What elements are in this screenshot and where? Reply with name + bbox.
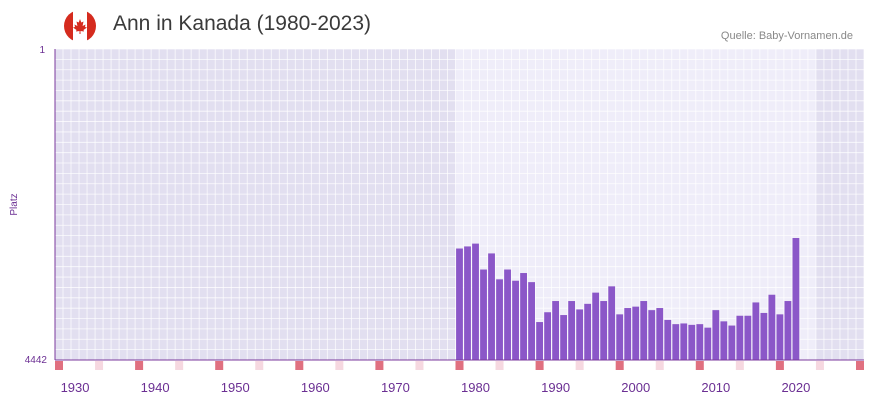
bar: [592, 292, 600, 360]
x-tick-label: 2020: [781, 380, 810, 395]
bar: [496, 279, 503, 360]
half-decade-marker: [655, 361, 664, 370]
bar: [584, 303, 592, 360]
x-tick-label: 1940: [141, 380, 170, 395]
bar: [576, 309, 584, 360]
bar: [672, 324, 680, 360]
bar: [704, 327, 712, 360]
source-credit: Quelle: Baby-Vornamen.de: [720, 30, 853, 42]
x-tick-label: 1970: [381, 380, 410, 395]
bar: [528, 282, 535, 360]
bar: [616, 314, 624, 360]
bar: [504, 269, 511, 360]
bar: [552, 301, 560, 360]
half-decade-marker: [495, 361, 504, 370]
bar: [736, 315, 744, 360]
y-tick-label: 1: [39, 45, 45, 56]
decade-marker: [55, 361, 64, 370]
y-axis-label: Platz: [9, 193, 20, 215]
x-tick-label: 2000: [621, 380, 650, 395]
bar: [744, 315, 752, 360]
half-decade-marker: [255, 361, 264, 370]
bar: [480, 269, 487, 360]
bar: [608, 286, 616, 360]
bar: [712, 310, 720, 360]
decade-marker: [695, 361, 704, 370]
half-decade-marker: [815, 361, 824, 370]
bar: [688, 324, 696, 360]
x-tick-label: 1980: [461, 380, 490, 395]
x-tick-label: 1960: [301, 380, 330, 395]
decade-marker: [375, 361, 384, 370]
decade-marker: [135, 361, 144, 370]
bar: [640, 301, 648, 360]
bar: [728, 325, 736, 360]
bar: [560, 315, 568, 360]
x-tick-label: 1930: [61, 380, 90, 395]
decade-marker: [215, 361, 224, 370]
bar: [472, 243, 479, 360]
bar: [768, 294, 776, 360]
bar: [512, 280, 519, 360]
decade-marker: [455, 361, 464, 370]
bar: [520, 273, 527, 360]
bar: [544, 312, 552, 360]
bar: [752, 302, 760, 360]
bar: [792, 238, 800, 360]
decade-marker: [535, 361, 544, 370]
page-title: Ann in Kanada (1980-2023): [113, 12, 372, 35]
half-decade-marker: [95, 361, 104, 370]
bar: [488, 253, 495, 360]
canada-flag-icon: [64, 10, 96, 42]
bar: [600, 301, 608, 360]
bar: [760, 312, 768, 360]
decade-marker: [295, 361, 304, 370]
bar: [624, 308, 632, 360]
bar: [456, 248, 463, 360]
bar: [696, 324, 704, 360]
bar: [464, 246, 471, 360]
bar: [784, 301, 792, 360]
half-decade-marker: [735, 361, 744, 370]
half-decade-marker: [575, 361, 584, 370]
x-tick-label: 1950: [221, 380, 250, 395]
x-tick-label: 2010: [701, 380, 730, 395]
x-tick-label: 1990: [541, 380, 570, 395]
half-decade-marker: [335, 361, 344, 370]
bar: [536, 322, 544, 360]
decade-marker: [775, 361, 784, 370]
bar: [632, 306, 640, 360]
bar: [648, 310, 656, 360]
bar: [568, 301, 576, 360]
bar: [656, 308, 664, 360]
bar: [664, 319, 672, 360]
bar: [776, 314, 784, 360]
half-decade-marker: [415, 361, 424, 370]
bar: [680, 323, 688, 360]
y-tick-label: 4442: [25, 355, 48, 366]
half-decade-marker: [175, 361, 184, 370]
bar: [720, 321, 728, 360]
decade-marker: [615, 361, 624, 370]
decade-marker: [855, 361, 864, 370]
